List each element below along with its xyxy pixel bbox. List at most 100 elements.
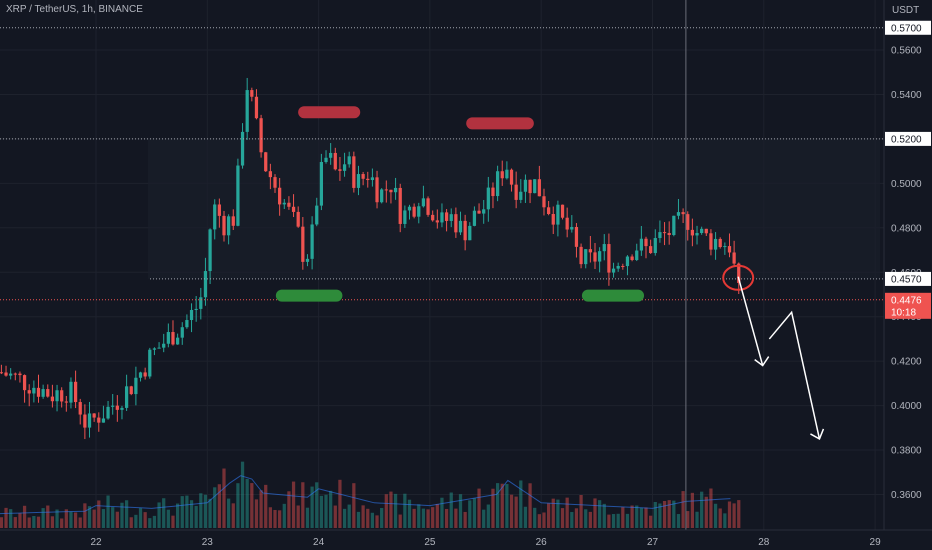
volume-bar xyxy=(152,515,157,528)
candle-body xyxy=(384,189,388,191)
candle-body xyxy=(22,375,27,391)
volume-bar xyxy=(338,479,342,528)
volume-bar xyxy=(148,518,152,528)
candle-body xyxy=(709,233,713,250)
volume-bar xyxy=(268,507,272,528)
candle-body xyxy=(342,164,347,171)
candle-body xyxy=(333,152,337,170)
candle-body xyxy=(732,252,736,264)
volume-bar xyxy=(162,498,166,528)
volume-bar xyxy=(22,505,27,528)
candle-body xyxy=(236,165,240,226)
candle-body xyxy=(115,405,119,410)
candle-body xyxy=(454,214,458,233)
candle-body xyxy=(222,215,226,236)
candle-body xyxy=(240,131,245,166)
candle-body xyxy=(542,196,546,208)
volume-bar xyxy=(250,483,254,528)
volume-bar xyxy=(101,509,106,528)
volume-bar xyxy=(352,483,356,528)
volume-bar xyxy=(366,508,370,528)
range-rectangle xyxy=(148,138,880,279)
level-tag-label: 0.5700 xyxy=(891,23,922,34)
candle-body xyxy=(551,213,555,225)
candle-body xyxy=(495,171,500,197)
candle-body xyxy=(625,256,630,267)
candle-body xyxy=(537,179,541,197)
volume-bar xyxy=(417,504,421,528)
candle-body xyxy=(278,187,282,205)
volume-bar xyxy=(625,513,630,528)
candle-body xyxy=(305,258,310,262)
candle-body xyxy=(213,204,217,230)
candle-body xyxy=(46,389,50,397)
candle-body xyxy=(329,152,333,158)
volume-bar xyxy=(97,500,101,528)
candle-body xyxy=(505,169,509,179)
candle-body xyxy=(482,209,486,214)
candle-body xyxy=(403,210,407,224)
volume-bar xyxy=(138,508,143,528)
candle-body xyxy=(389,189,393,193)
candle-body xyxy=(101,418,106,423)
candle-body xyxy=(686,214,690,230)
volume-bar xyxy=(375,515,379,528)
volume-bar xyxy=(621,507,625,528)
volume-bar xyxy=(129,517,133,528)
volume-ma-line xyxy=(0,475,731,515)
candle-body xyxy=(458,220,463,233)
volume-bar xyxy=(175,503,180,528)
candle-body xyxy=(519,191,523,200)
volume-bar xyxy=(500,483,504,528)
candles xyxy=(0,77,741,440)
price-levels xyxy=(0,0,884,530)
candle-body xyxy=(598,251,602,262)
candle-body xyxy=(421,198,426,207)
candle-body xyxy=(579,246,583,265)
volume-bar xyxy=(393,493,398,528)
candle-body xyxy=(129,386,133,395)
x-tick-label: 23 xyxy=(202,537,214,548)
candle-body xyxy=(653,238,657,254)
candle-body xyxy=(472,210,477,226)
y-tick-label: 0.3600 xyxy=(891,490,922,501)
volume-bar xyxy=(472,498,477,528)
volume-bar xyxy=(588,511,592,528)
candle-body xyxy=(560,204,565,218)
range-box xyxy=(148,138,880,279)
candle-body xyxy=(4,372,8,376)
volume-bar xyxy=(217,484,221,528)
volume-bar xyxy=(189,500,194,528)
x-tick-label: 24 xyxy=(313,537,325,548)
volume-bar xyxy=(171,515,175,528)
candle-body xyxy=(171,332,175,345)
volume-bar xyxy=(361,505,365,528)
x-tick-label: 25 xyxy=(424,537,436,548)
current-price-tag xyxy=(885,292,931,319)
candle-body xyxy=(208,229,212,272)
candle-body xyxy=(723,246,727,248)
volume-bar xyxy=(310,486,314,528)
candle-body xyxy=(199,297,203,309)
candle-body xyxy=(426,198,430,215)
volume-bar xyxy=(574,508,579,528)
chart-title: XRP / TetherUS, 1h, BINANCE xyxy=(6,4,143,15)
volume-bar xyxy=(713,503,718,528)
candle-body xyxy=(134,377,138,395)
volume-bar xyxy=(273,509,277,528)
volume-bar xyxy=(426,509,430,528)
volume-bar xyxy=(435,503,439,528)
candle-body xyxy=(60,390,64,402)
volume-bar xyxy=(227,498,231,528)
level-tag-label: 0.4570 xyxy=(891,274,922,285)
candle-body xyxy=(444,212,449,221)
volume-bar xyxy=(380,508,384,528)
candle-body xyxy=(361,174,365,179)
volume-bar xyxy=(166,509,170,528)
candle-body xyxy=(64,401,68,403)
volume-bar xyxy=(537,514,541,528)
candle-body xyxy=(27,390,31,394)
volume-bar xyxy=(579,495,583,528)
